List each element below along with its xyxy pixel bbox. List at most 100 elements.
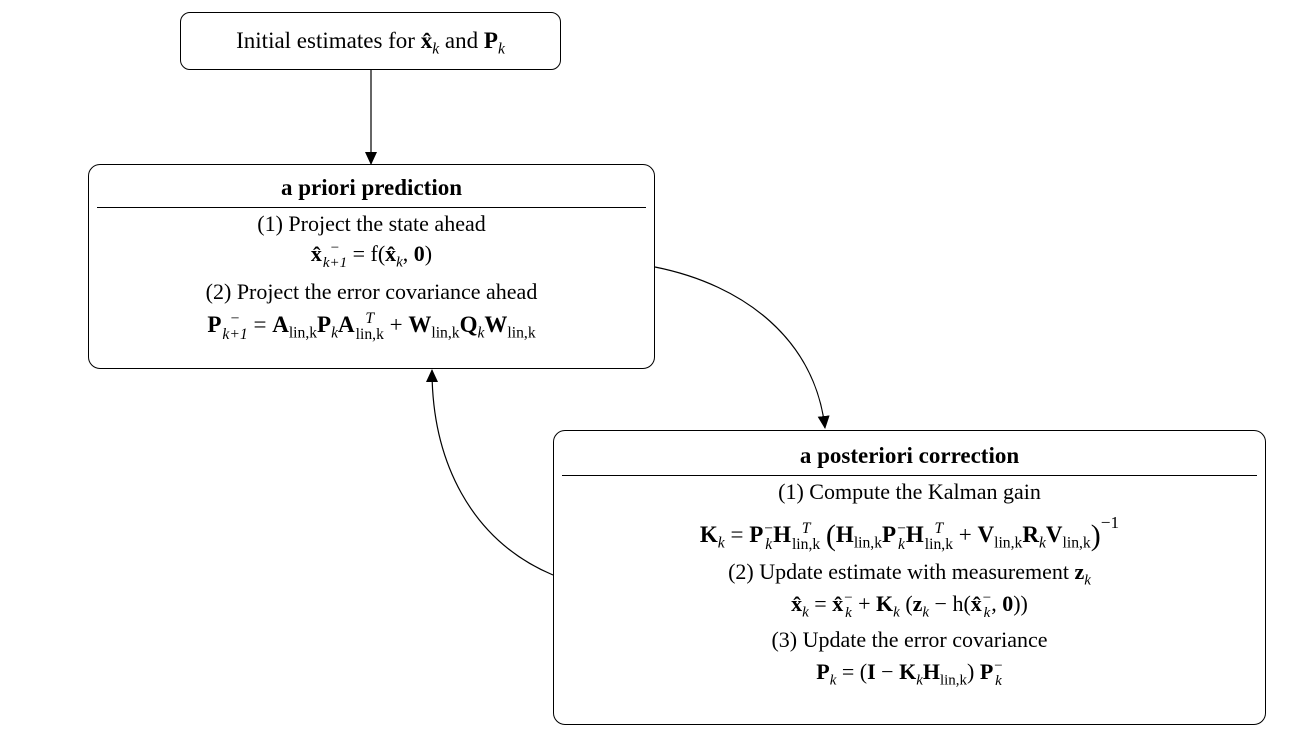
k-eq-V-sub: lin,k (994, 534, 1023, 552)
step2-z: z (1074, 559, 1085, 584)
p-eq-K: K (899, 659, 917, 684)
k-eq-H-sup: T (801, 520, 811, 538)
correction-box: a posteriori correction (1) Compute the … (553, 430, 1266, 725)
eq1-zero: 0 (413, 241, 425, 266)
p-eq-P2-sup: − (994, 658, 1003, 674)
x-eq-x3: x̂ (970, 591, 982, 616)
eq2-A-sub: lin,k (288, 324, 318, 342)
p-eq-P: P (816, 659, 830, 684)
x-eq-z-sub: k (922, 604, 930, 621)
p-symbol: P (483, 28, 498, 53)
k-eq-H2: H (835, 522, 854, 547)
k-eq-R-sub: k (1038, 534, 1046, 552)
k-eq-P-sub: k (765, 535, 773, 553)
k-eq-inv: −1 (1100, 513, 1120, 532)
eq2-W: W (408, 311, 432, 337)
x-eq-eq: = (814, 591, 827, 616)
x-eq-x-sub: k (802, 604, 809, 621)
eq2-plus: + (389, 311, 403, 337)
k-eq-eq: = (730, 522, 744, 547)
eq1-sup: − (330, 240, 340, 256)
k-eq-P-sup: − (764, 520, 774, 538)
step2-prefix: (2) Update estimate with measurement (728, 559, 1069, 584)
prediction-step1: (1) Project the state ahead (257, 211, 486, 236)
eq1-close: ) (424, 241, 433, 266)
k-eq-V2: V (1045, 522, 1063, 547)
correction-step3: (3) Update the error covariance (771, 627, 1048, 652)
k-eq-R: R (1022, 522, 1039, 547)
k-eq-close: ) (1090, 519, 1101, 552)
x-eq-x: x̂ (791, 591, 803, 616)
k-eq-P: P (749, 522, 764, 547)
p-sub: k (497, 40, 505, 58)
x-eq-K: K (876, 591, 894, 616)
k-eq-H3-sup: T (934, 520, 944, 538)
p-eq-P2: P (979, 659, 994, 684)
eq1-sub: k+1 (322, 254, 348, 271)
eq2-eq: = (253, 311, 267, 337)
x-eq-plus: + (858, 591, 871, 616)
k-eq-H2-sub: lin,k (853, 534, 883, 552)
prediction-step2: (2) Project the error covariance ahead (205, 279, 538, 304)
eq2-Pk-sub: k (331, 324, 339, 342)
k-eq-K: K (699, 522, 718, 547)
x-eq-close: )) (1013, 591, 1028, 616)
k-eq-H3: H (905, 522, 924, 547)
x-hat-sub: k (432, 40, 440, 58)
x-eq-x3-sub: k (983, 604, 991, 621)
eq2-P-sub: k+1 (222, 325, 248, 343)
p-eq-I: I (867, 659, 876, 684)
correction-step2: (2) Update estimate with measurement zk (554, 559, 1265, 591)
p-eq-eq: = ( (841, 659, 868, 684)
x-hat-symbol: x̂ (420, 28, 433, 53)
x-eq-x2-sub: k (845, 604, 852, 621)
start-prefix: Initial estimates for (236, 28, 415, 53)
k-eq-P2-sub: k (898, 535, 905, 553)
p-eq-P-sub: k (829, 672, 837, 689)
start-box: Initial estimates for x̂k and Pk (180, 12, 561, 70)
eq2-AT: A (338, 311, 355, 337)
correction-eq2: x̂k = x̂ − k + Kk (zk − h(x̂ − k, 0)) (554, 591, 1265, 627)
correction-eq3: Pk = (I − KkHlin,k) P − k (554, 659, 1265, 689)
p-eq-minus: − (881, 659, 894, 684)
eq2-Q-sub: k (477, 324, 485, 342)
correction-step1: (1) Compute the Kalman gain (778, 479, 1041, 504)
p-eq-P2-sub: k (995, 672, 1002, 689)
x-eq-open: ( (905, 591, 913, 616)
eq1-x-sub: k (396, 254, 403, 271)
k-eq-H3-sub: lin,k (924, 535, 954, 553)
k-eq-H: H (773, 522, 791, 547)
eq2-A: A (272, 311, 289, 337)
eq2-Q: Q (459, 311, 478, 337)
eq2-W2-sub: lin,k (507, 324, 536, 342)
eq2-AT-sub: lin,k (355, 325, 384, 343)
p-eq-H: H (922, 659, 940, 684)
correction-divider (562, 475, 1257, 476)
k-eq-V2-sub: lin,k (1062, 534, 1091, 552)
p-eq-H-sub: lin,k (939, 672, 967, 689)
arrow-correction-to-prediction (426, 369, 554, 576)
k-eq-P2-sup: − (897, 520, 906, 538)
eq2-P: P (207, 311, 222, 337)
eq2-P-sup: − (230, 310, 240, 327)
k-eq-K-sub: k (717, 534, 725, 552)
x-eq-minus: − h( (934, 591, 971, 616)
x-eq-x2: x̂ (832, 591, 844, 616)
start-and: and (444, 28, 479, 53)
p-eq-close: ) (967, 659, 975, 684)
x-eq-x3-sup: − (982, 590, 992, 606)
eq2-W-sub: lin,k (431, 324, 460, 342)
x-eq-comma: , (991, 591, 997, 616)
x-eq-z: z (912, 591, 923, 616)
prediction-eq1: x̂ − k+1 = f(x̂k, 0) (310, 240, 433, 271)
correction-title: a posteriori correction (799, 443, 1020, 468)
start-box-text: Initial estimates for x̂k and Pk (181, 13, 560, 69)
arrow-prediction-to-correction (654, 266, 830, 429)
k-eq-plus: + (958, 522, 972, 547)
p-eq-K-sub: k (916, 672, 923, 689)
k-eq-open: ( (825, 519, 836, 552)
x-eq-zero: 0 (1002, 591, 1014, 616)
